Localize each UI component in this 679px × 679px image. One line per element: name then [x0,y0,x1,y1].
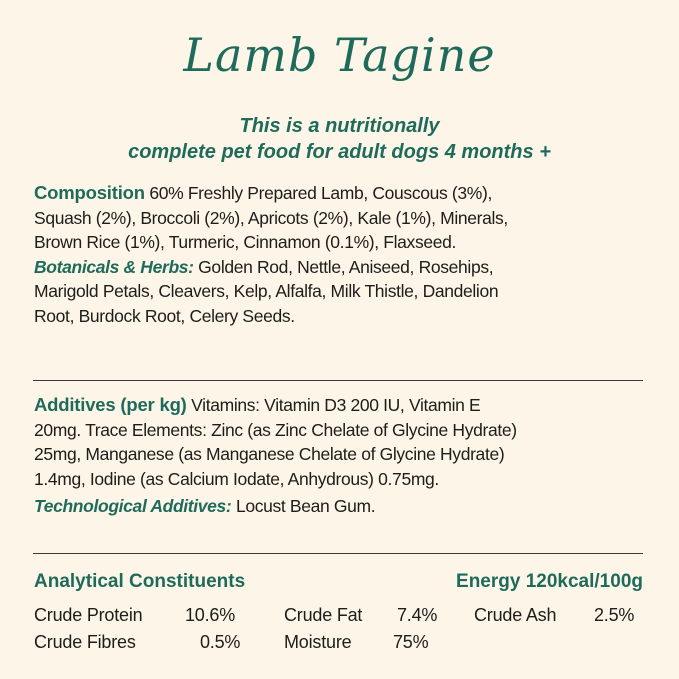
subtitle-line-1: This is a nutritionally [239,115,440,137]
tech-additives-value: Locust Bean Gum. [235,496,376,516]
constituent-value: 10.6% [185,605,236,625]
botanicals-label: Botanicals & Herbs: [34,256,194,277]
additives-text: Vitamins: Vitamin D3 200 IU, Vitamin E [191,395,481,415]
tech-additives-label: Technological Additives: [34,496,232,516]
constituent-name: Crude Fibres [34,632,136,652]
divider [33,380,643,381]
botanicals-text: Marigold Petals, Cleavers, Kelp, Alfalfa… [34,281,499,301]
composition-text: 60% Freshly Prepared Lamb, Couscous (3%)… [149,183,492,203]
constituent-value: 75% [393,632,429,652]
constituent-name: Crude Fat [284,605,363,625]
botanicals-text: Root, Burdock Root, Celery Seeds. [34,305,295,326]
additives-text: 25mg, Manganese (as Manganese Chelate of… [34,444,505,464]
composition-label: Composition [34,182,145,203]
composition-text: Squash (2%), Broccoli (2%), Apricots (2%… [34,207,508,228]
additives-text: 20mg. Trace Elements: Zinc (as Zinc Chel… [34,419,517,440]
energy-label: Energy 120kcal/100g [456,571,643,592]
constituent-name: Moisture [284,632,352,652]
product-title: Lamb Tagine [183,28,496,82]
constituent-value: 2.5% [594,605,635,625]
divider [33,553,643,554]
constituent-name: Crude Protein [34,605,143,625]
composition-section: Composition 60% Freshly Prepared Lamb, C… [34,181,654,328]
analytical-label: Analytical Constituents [34,571,246,592]
composition-text: Brown Rice (1%), Turmeric, Cinnamon (0.1… [34,232,457,252]
botanicals-text: Golden Rod, Nettle, Aniseed, Rosehips, [198,256,494,277]
subtitle-line-2: complete pet food for adult dogs 4 month… [128,141,551,163]
additives-label: Additives (per kg) [34,394,187,415]
additives-section: Additives (per kg) Vitamins: Vitamin D3 … [34,393,654,519]
constituent-name: Crude Ash [474,605,557,625]
constituent-value: 7.4% [397,605,438,625]
constituent-value: 0.5% [200,632,241,652]
additives-text: 1.4mg, Iodine (as Calcium Iodate, Anhydr… [34,468,439,489]
